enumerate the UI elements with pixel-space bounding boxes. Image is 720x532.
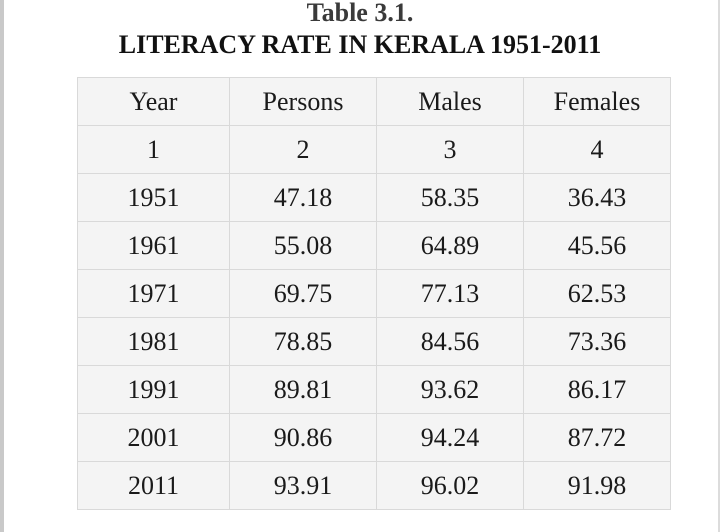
column-number: 4 [523,125,671,174]
cell-males: 96.02 [376,461,524,510]
column-number: 2 [229,125,377,174]
column-number-row: 1 2 3 4 [77,125,671,174]
cell-males: 77.13 [376,269,524,318]
header-row: Year Persons Males Females [77,77,671,126]
page-left-border [0,0,4,532]
header-females: Females [523,77,671,126]
cell-males: 58.35 [376,173,524,222]
cell-persons: 55.08 [229,221,377,270]
table-row: 2001 90.86 94.24 87.72 [77,413,671,462]
header-persons: Persons [229,77,377,126]
cell-males: 93.62 [376,365,524,414]
cell-persons: 47.18 [229,173,377,222]
cell-persons: 69.75 [229,269,377,318]
cell-persons: 93.91 [229,461,377,510]
header-males: Males [376,77,524,126]
cell-females: 86.17 [523,365,671,414]
cell-year: 2001 [77,413,230,462]
cell-persons: 90.86 [229,413,377,462]
table-row: 1951 47.18 58.35 36.43 [77,173,671,222]
table-title: LITERACY RATE IN KERALA 1951-2011 [118,30,602,59]
cell-females: 62.53 [523,269,671,318]
cell-females: 73.36 [523,317,671,366]
cell-males: 94.24 [376,413,524,462]
column-number: 1 [77,125,230,174]
page-right-border [718,0,720,532]
cell-females: 45.56 [523,221,671,270]
cell-persons: 78.85 [229,317,377,366]
column-number: 3 [376,125,524,174]
cell-persons: 89.81 [229,365,377,414]
cell-males: 84.56 [376,317,524,366]
cell-females: 91.98 [523,461,671,510]
cell-males: 64.89 [376,221,524,270]
table-row: 1981 78.85 84.56 73.36 [77,317,671,366]
cell-year: 1961 [77,221,230,270]
cell-year: 1971 [77,269,230,318]
cell-year: 1991 [77,365,230,414]
cell-females: 87.72 [523,413,671,462]
literacy-table: Year Persons Males Females 1 2 3 4 1951 … [77,77,671,510]
table-row: 1991 89.81 93.62 86.17 [77,365,671,414]
table-row: 2011 93.91 96.02 91.98 [77,461,671,510]
table-number: Table 3.1. [306,0,414,27]
cell-year: 2011 [77,461,230,510]
table-row: 1961 55.08 64.89 45.56 [77,221,671,270]
cell-year: 1981 [77,317,230,366]
cell-females: 36.43 [523,173,671,222]
cell-year: 1951 [77,173,230,222]
header-year: Year [77,77,230,126]
table-row: 1971 69.75 77.13 62.53 [77,269,671,318]
